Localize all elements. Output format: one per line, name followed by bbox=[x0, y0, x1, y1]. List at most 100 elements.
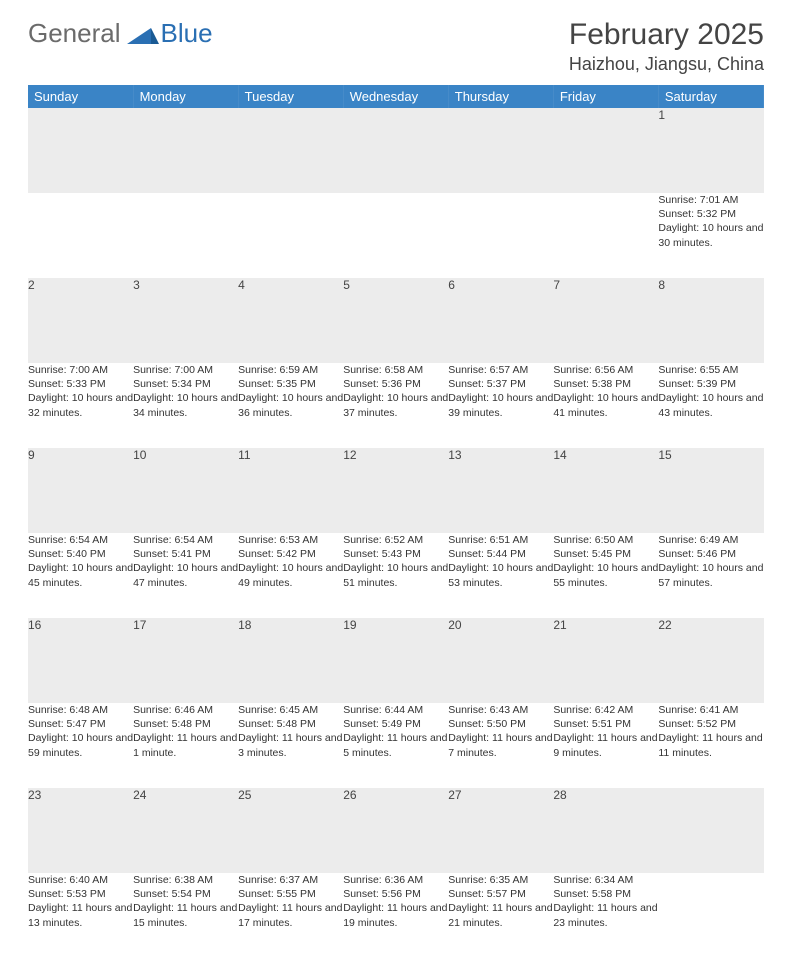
day-cell: Sunrise: 6:36 AMSunset: 5:56 PMDaylight:… bbox=[343, 873, 448, 958]
day-number: 21 bbox=[553, 618, 658, 703]
day-number: 2 bbox=[28, 278, 133, 363]
day-info-line: Sunrise: 6:52 AM bbox=[343, 533, 448, 547]
logo-text-general: General bbox=[28, 18, 121, 49]
day-info-line: Sunset: 5:52 PM bbox=[658, 717, 763, 731]
day-cell: Sunrise: 6:51 AMSunset: 5:44 PMDaylight:… bbox=[448, 533, 553, 618]
day-number: 11 bbox=[238, 448, 343, 533]
day-cell bbox=[448, 193, 553, 278]
day-info-line: Daylight: 11 hours and 7 minutes. bbox=[448, 731, 553, 759]
day-info-line: Sunrise: 6:57 AM bbox=[448, 363, 553, 377]
weekday-header: Sunday bbox=[28, 85, 133, 108]
logo: General Blue bbox=[28, 18, 213, 49]
day-info-line: Sunrise: 6:48 AM bbox=[28, 703, 133, 717]
day-info-line: Sunrise: 6:59 AM bbox=[238, 363, 343, 377]
day-number: 17 bbox=[133, 618, 238, 703]
calendar-table: Sunday Monday Tuesday Wednesday Thursday… bbox=[28, 85, 764, 958]
day-cell: Sunrise: 6:46 AMSunset: 5:48 PMDaylight:… bbox=[133, 703, 238, 788]
day-info-line: Sunrise: 6:46 AM bbox=[133, 703, 238, 717]
day-info-line: Daylight: 10 hours and 41 minutes. bbox=[553, 391, 658, 419]
day-info-line: Sunset: 5:34 PM bbox=[133, 377, 238, 391]
day-info-line: Daylight: 11 hours and 5 minutes. bbox=[343, 731, 448, 759]
day-number: 5 bbox=[343, 278, 448, 363]
day-info-line: Sunset: 5:46 PM bbox=[658, 547, 763, 561]
day-number: 1 bbox=[658, 108, 763, 193]
day-number: 27 bbox=[448, 788, 553, 873]
day-cell: Sunrise: 6:58 AMSunset: 5:36 PMDaylight:… bbox=[343, 363, 448, 448]
day-info-line: Sunset: 5:40 PM bbox=[28, 547, 133, 561]
location: Haizhou, Jiangsu, China bbox=[569, 54, 764, 75]
weekday-header: Tuesday bbox=[238, 85, 343, 108]
day-number-row: 16171819202122 bbox=[28, 618, 764, 703]
day-number: 4 bbox=[238, 278, 343, 363]
day-info-line: Daylight: 11 hours and 13 minutes. bbox=[28, 901, 133, 929]
day-number-row: 1 bbox=[28, 108, 764, 193]
day-number: 9 bbox=[28, 448, 133, 533]
day-cell bbox=[343, 193, 448, 278]
day-number: 28 bbox=[553, 788, 658, 873]
day-info-line: Sunrise: 6:34 AM bbox=[553, 873, 658, 887]
day-cell bbox=[133, 193, 238, 278]
day-number-row: 232425262728 bbox=[28, 788, 764, 873]
day-number: 19 bbox=[343, 618, 448, 703]
day-number: 24 bbox=[133, 788, 238, 873]
day-info-line: Sunrise: 6:41 AM bbox=[658, 703, 763, 717]
day-number: 25 bbox=[238, 788, 343, 873]
day-number: 22 bbox=[658, 618, 763, 703]
day-info-line: Daylight: 11 hours and 11 minutes. bbox=[658, 731, 763, 759]
day-cell: Sunrise: 7:01 AMSunset: 5:32 PMDaylight:… bbox=[658, 193, 763, 278]
day-cell: Sunrise: 6:59 AMSunset: 5:35 PMDaylight:… bbox=[238, 363, 343, 448]
day-content-row: Sunrise: 6:40 AMSunset: 5:53 PMDaylight:… bbox=[28, 873, 764, 958]
day-info-line: Daylight: 11 hours and 19 minutes. bbox=[343, 901, 448, 929]
day-number: 8 bbox=[658, 278, 763, 363]
day-cell: Sunrise: 6:56 AMSunset: 5:38 PMDaylight:… bbox=[553, 363, 658, 448]
day-cell: Sunrise: 6:52 AMSunset: 5:43 PMDaylight:… bbox=[343, 533, 448, 618]
day-number bbox=[658, 788, 763, 873]
day-number: 16 bbox=[28, 618, 133, 703]
day-info-line: Sunset: 5:39 PM bbox=[658, 377, 763, 391]
weekday-header-row: Sunday Monday Tuesday Wednesday Thursday… bbox=[28, 85, 764, 108]
day-cell: Sunrise: 6:41 AMSunset: 5:52 PMDaylight:… bbox=[658, 703, 763, 788]
day-number: 13 bbox=[448, 448, 553, 533]
day-cell: Sunrise: 6:35 AMSunset: 5:57 PMDaylight:… bbox=[448, 873, 553, 958]
month-title: February 2025 bbox=[569, 18, 764, 52]
day-info-line: Daylight: 11 hours and 21 minutes. bbox=[448, 901, 553, 929]
day-number bbox=[448, 108, 553, 193]
day-number bbox=[343, 108, 448, 193]
day-cell: Sunrise: 6:37 AMSunset: 5:55 PMDaylight:… bbox=[238, 873, 343, 958]
day-cell: Sunrise: 6:50 AMSunset: 5:45 PMDaylight:… bbox=[553, 533, 658, 618]
day-info-line: Sunrise: 6:51 AM bbox=[448, 533, 553, 547]
day-cell: Sunrise: 6:49 AMSunset: 5:46 PMDaylight:… bbox=[658, 533, 763, 618]
day-cell bbox=[238, 193, 343, 278]
day-info-line: Sunset: 5:51 PM bbox=[553, 717, 658, 731]
day-info-line: Sunset: 5:44 PM bbox=[448, 547, 553, 561]
day-info-line: Sunset: 5:53 PM bbox=[28, 887, 133, 901]
day-info-line: Sunrise: 6:53 AM bbox=[238, 533, 343, 547]
day-cell bbox=[28, 193, 133, 278]
day-info-line: Sunset: 5:38 PM bbox=[553, 377, 658, 391]
day-number: 6 bbox=[448, 278, 553, 363]
day-info-line: Sunrise: 6:38 AM bbox=[133, 873, 238, 887]
day-info-line: Sunset: 5:42 PM bbox=[238, 547, 343, 561]
day-info-line: Sunrise: 6:37 AM bbox=[238, 873, 343, 887]
day-info-line: Sunrise: 6:45 AM bbox=[238, 703, 343, 717]
logo-triangle-icon bbox=[127, 24, 159, 44]
day-info-line: Sunset: 5:56 PM bbox=[343, 887, 448, 901]
day-info-line: Daylight: 11 hours and 9 minutes. bbox=[553, 731, 658, 759]
day-info-line: Sunset: 5:33 PM bbox=[28, 377, 133, 391]
day-info-line: Daylight: 11 hours and 17 minutes. bbox=[238, 901, 343, 929]
day-number bbox=[238, 108, 343, 193]
title-block: February 2025 Haizhou, Jiangsu, China bbox=[569, 18, 764, 75]
day-info-line: Sunrise: 6:58 AM bbox=[343, 363, 448, 377]
day-info-line: Sunset: 5:54 PM bbox=[133, 887, 238, 901]
day-info-line: Sunset: 5:49 PM bbox=[343, 717, 448, 731]
day-cell: Sunrise: 6:53 AMSunset: 5:42 PMDaylight:… bbox=[238, 533, 343, 618]
day-cell: Sunrise: 6:54 AMSunset: 5:40 PMDaylight:… bbox=[28, 533, 133, 618]
day-info-line: Daylight: 10 hours and 37 minutes. bbox=[343, 391, 448, 419]
day-cell: Sunrise: 6:40 AMSunset: 5:53 PMDaylight:… bbox=[28, 873, 133, 958]
day-info-line: Sunset: 5:37 PM bbox=[448, 377, 553, 391]
day-number: 3 bbox=[133, 278, 238, 363]
calendar-body: 1Sunrise: 7:01 AMSunset: 5:32 PMDaylight… bbox=[28, 108, 764, 958]
day-info-line: Sunset: 5:48 PM bbox=[238, 717, 343, 731]
day-info-line: Daylight: 10 hours and 30 minutes. bbox=[658, 221, 763, 249]
day-info-line: Sunrise: 7:00 AM bbox=[28, 363, 133, 377]
